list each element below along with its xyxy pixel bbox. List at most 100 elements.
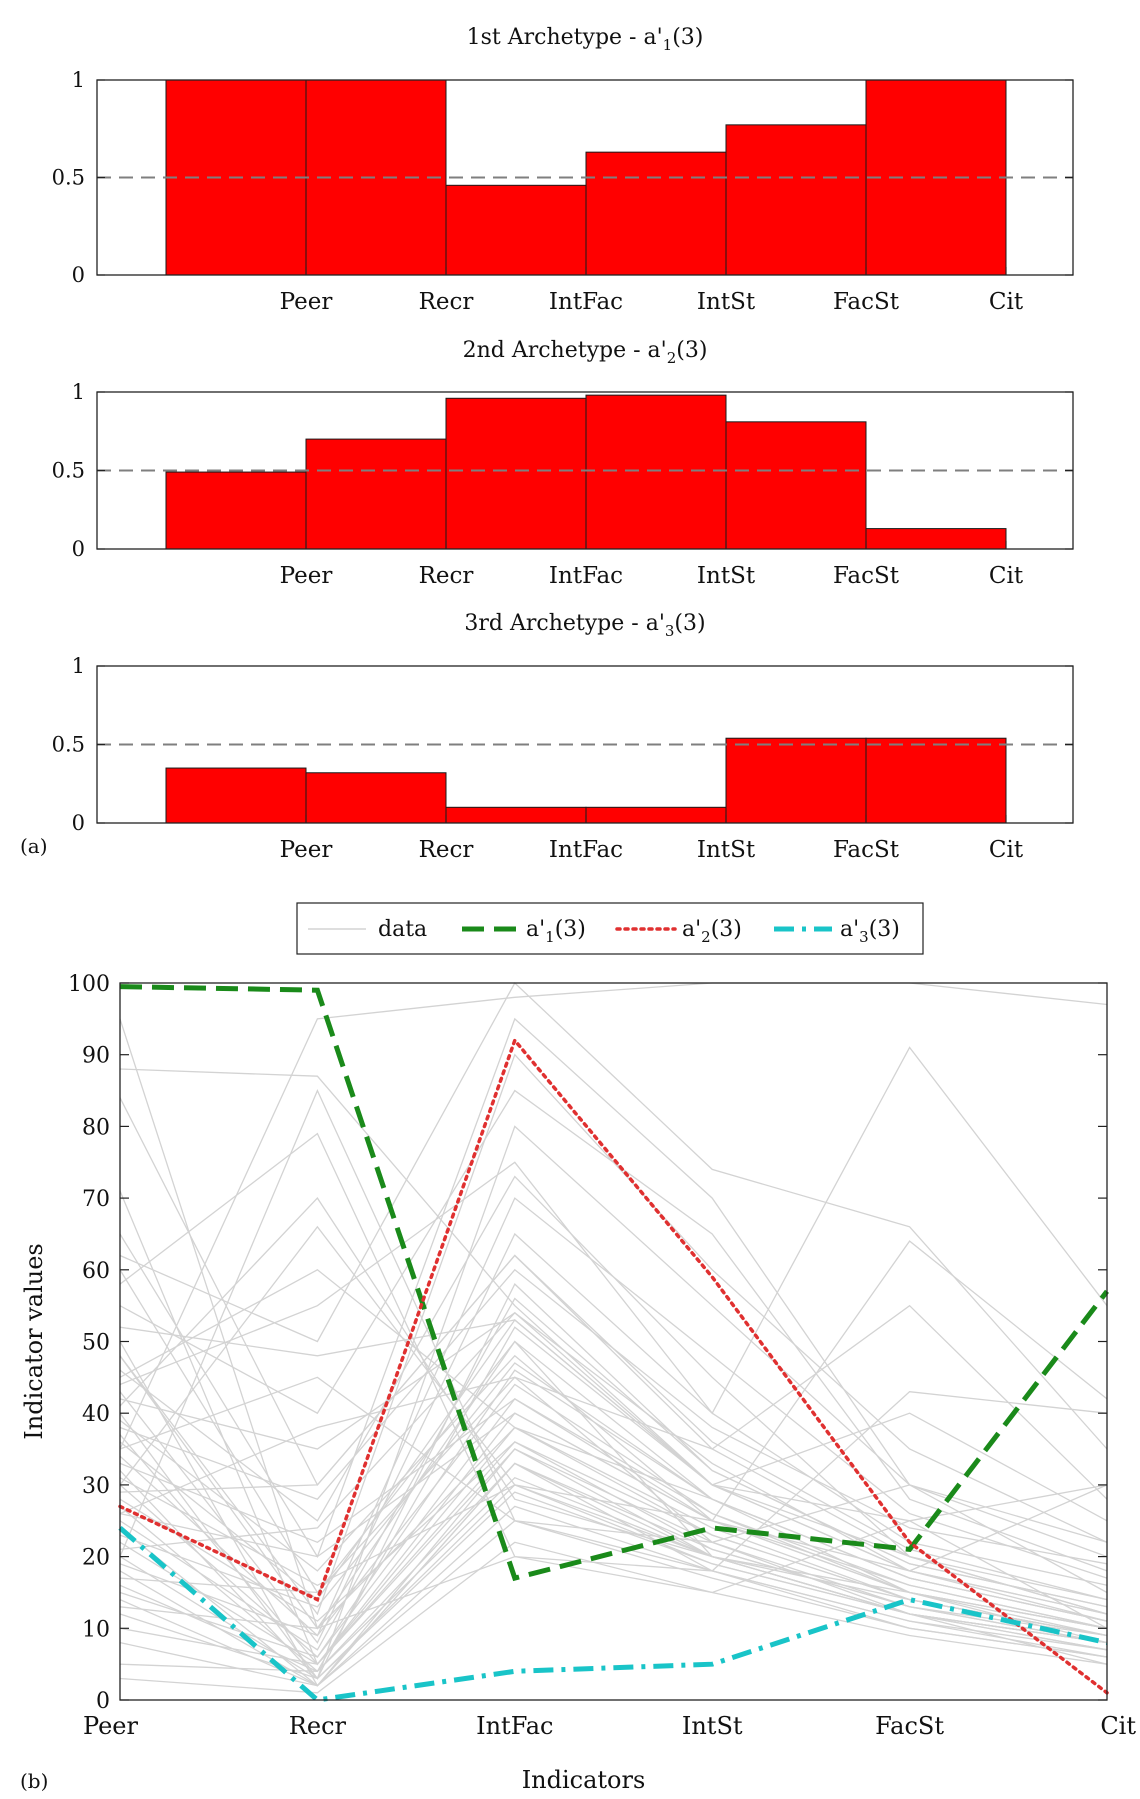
y-tick-label: 0 [96, 1689, 110, 1714]
panel-label-a: (a) [20, 834, 48, 858]
x-tick-label-Peer: Peer [83, 1712, 138, 1740]
chart-title-subscript: 2 [667, 349, 677, 367]
legend-label-tail: (3) [555, 917, 586, 942]
data-line [119, 1125, 1108, 1680]
x-tick-label-IntSt: IntSt [697, 289, 756, 315]
legend-label: data [378, 917, 427, 942]
x-tick-label-IntSt: IntSt [697, 563, 756, 589]
x-tick-label-IntSt: IntSt [682, 1712, 743, 1740]
chart-title-tail: (3) [672, 25, 703, 50]
bar-IntSt [585, 151, 727, 276]
legend-label-main: a' [526, 917, 545, 942]
x-tick-label-FacSt: FacSt [833, 837, 900, 863]
legend-label: a'3(3) [840, 917, 900, 946]
x-tick-label-Cit: Cit [1100, 1712, 1136, 1740]
data-line [119, 1355, 1108, 1630]
chart-title-tail: (3) [674, 611, 705, 636]
y-tick-label: 20 [82, 1546, 110, 1571]
y-tick-label: 10 [82, 1617, 110, 1642]
chart-title-tail: (3) [676, 338, 707, 363]
bar-Peer [165, 471, 307, 550]
chart-title: 3rd Archetype - a'3(3) [464, 611, 705, 640]
x-tick-label-Recr: Recr [419, 289, 474, 315]
panel-label-b: (b) [20, 1769, 48, 1793]
bar-Peer [165, 767, 307, 824]
x-tick-label-Peer: Peer [280, 837, 333, 863]
data-line [119, 1304, 1108, 1515]
data-line [119, 982, 1108, 1450]
chart-title-main: 3rd Archetype - a' [464, 611, 664, 636]
data-line [119, 1254, 1108, 1601]
y-tick-label: 90 [82, 1044, 110, 1069]
chart-title-main: 1st Archetype - a' [467, 25, 663, 50]
bar-IntFac [445, 184, 587, 276]
series-line-a1 [119, 984, 1109, 1582]
y-tick-label: 40 [82, 1402, 110, 1427]
bar-IntSt [585, 806, 727, 824]
x-tick-label-IntSt: IntSt [697, 837, 756, 863]
data-line [119, 1053, 1108, 1616]
legend-label-tail: (3) [711, 917, 742, 942]
y-tick-label: 50 [82, 1331, 110, 1356]
y-tick-label: 0.5 [52, 733, 85, 757]
x-tick-label-IntFac: IntFac [476, 1712, 553, 1740]
data-line [119, 1132, 1108, 1594]
data-line [119, 1269, 1108, 1637]
bar-Recr [305, 772, 447, 824]
x-tick-label-Cit: Cit [989, 289, 1024, 315]
chart-title-subscript: 1 [663, 36, 673, 54]
x-tick-label-Cit: Cit [989, 837, 1024, 863]
data-line [119, 1311, 1108, 1622]
y-tick-label: 0 [72, 811, 85, 835]
legend-label-subscript: 2 [701, 928, 711, 946]
chart-title-subscript: 3 [665, 622, 675, 640]
y-tick-label: 0 [72, 537, 85, 561]
bar-Recr [305, 438, 447, 550]
x-axis-label: Indicators [522, 1766, 646, 1794]
y-tick-label: 1 [72, 380, 85, 404]
y-tick-label: 0 [72, 263, 85, 287]
y-tick-label: 1 [72, 654, 85, 678]
y-tick-label: 1 [72, 68, 85, 92]
data-line [119, 1068, 1108, 1522]
y-tick-label: 100 [68, 972, 110, 997]
data-line [119, 1340, 1108, 1622]
x-tick-label-Recr: Recr [289, 1712, 347, 1740]
parallel-coordinates-chart: 0 10 20 30 40 50 60 70 80 90 100 Peer Recr IntFac IntS… [20, 902, 1136, 1794]
legend-label: a'1(3) [526, 917, 586, 946]
x-tick-label-FacSt: FacSt [833, 289, 900, 315]
bar-FacSt [725, 737, 867, 824]
series-line-a3 [118, 1526, 1108, 1703]
x-tick-label-FacSt: FacSt [833, 563, 900, 589]
x-tick-label-IntFac: IntFac [549, 563, 623, 589]
data-line [119, 1017, 1108, 1594]
x-tick-label-Peer: Peer [280, 289, 333, 315]
data-line [119, 1541, 1108, 1694]
series-line-a2 [118, 1036, 1109, 1695]
bar-Cit [865, 737, 1007, 824]
x-tick-label-Recr: Recr [419, 563, 474, 589]
legend-label-subscript: 1 [545, 928, 555, 946]
bar-chart-3rd-archetype: 3rd Archetype - a'3(3) 0 0.5 1 Peer Recr IntFa… [52, 611, 1074, 863]
x-tick-label-Recr: Recr [419, 837, 474, 863]
chart-title-main: 2nd Archetype - a' [463, 338, 667, 363]
data-line [119, 1426, 1108, 1637]
axes-box [119, 982, 1108, 1701]
data-line [119, 1088, 1108, 1557]
y-tick-label: 0.5 [52, 459, 85, 483]
bar-IntFac [445, 397, 587, 550]
legend-label-main: a' [840, 917, 859, 942]
data-line [119, 1190, 1108, 1666]
data-line [119, 1268, 1108, 1565]
bar-IntSt [585, 394, 727, 550]
x-tick-label-IntFac: IntFac [549, 289, 623, 315]
data-line [119, 1398, 1108, 1629]
bar-Cit [865, 528, 1007, 550]
data-line [119, 1520, 1108, 1687]
x-tick-label-Cit: Cit [989, 563, 1024, 589]
data-line [119, 981, 1108, 1450]
data-line [119, 1197, 1108, 1637]
y-tick-label: 60 [82, 1259, 110, 1284]
